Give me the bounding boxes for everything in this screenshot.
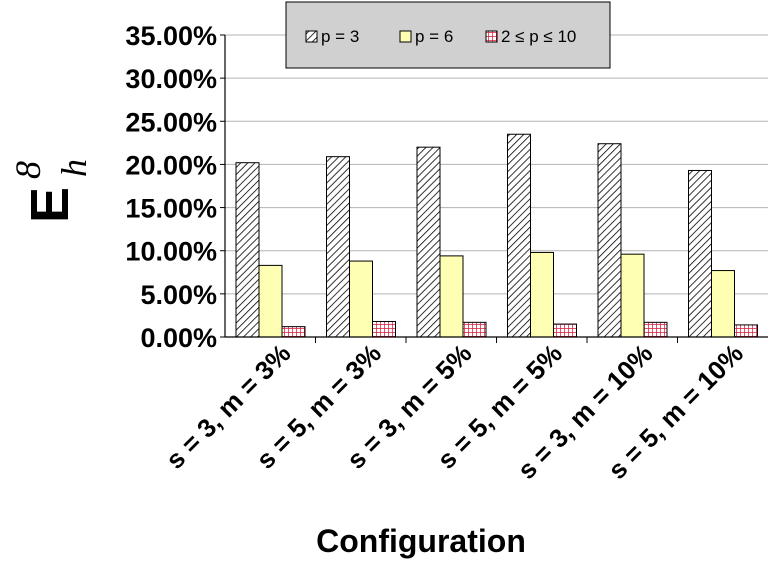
y-axis-ticks: 0.00% 5.00% 10.00% 15.00% 20.00% 25.00% 30.00%… [125,21,225,353]
axes [224,35,768,343]
bar-range [462,321,487,338]
legend-swatch-range [485,30,498,43]
bar-p6 [439,255,464,338]
bar-p3 [326,156,350,338]
legend: p = 3 p = 6 2 ≤ p ≤ 10 [285,1,611,69]
bar-p3 [235,162,260,338]
y-tick-label: 15.00% [125,194,217,224]
x-axis-label: Configuration [316,523,526,559]
bar-p3 [597,143,622,338]
y-axis-label-base: E [20,187,80,223]
y-axis-label-subscript: h [54,159,94,177]
legend-box [285,1,611,69]
y-tick-label: 5.00% [140,280,217,310]
bar-range [372,320,396,338]
legend-label-range: 2 ≤ p ≤ 10 [501,27,576,46]
y-tick-label: 0.00% [140,323,217,353]
bar-p6 [620,253,645,338]
bars [235,133,758,338]
y-tick-label: 25.00% [125,107,217,137]
bar-p3 [416,146,441,338]
bar-p6 [530,251,554,338]
legend-label-p3: p = 3 [321,27,359,46]
bar-range [643,321,668,338]
bar-range [734,324,758,338]
legend-swatch-p6 [399,30,412,43]
y-axis-label-superscript: 8 [8,161,48,179]
bar-range [553,323,577,338]
x-axis-categories: s = 3, m = 3%s = 5, m = 3%s = 3, m = 5%s… [160,338,749,485]
bar-p3 [688,169,712,338]
bar-p6 [258,264,283,338]
bar-p6 [711,270,735,338]
bar-range [281,326,306,338]
y-axis-label: E 8 h [8,157,94,223]
bar-p6 [349,260,373,338]
y-tick-label: 10.00% [125,237,217,267]
y-tick-label: 35.00% [125,21,217,51]
legend-swatch-p3 [305,30,318,43]
grid-lines [225,34,768,338]
bar-p3 [507,133,531,338]
legend-label-p6: p = 6 [415,27,453,46]
y-tick-label: 20.00% [125,150,217,180]
svg-text:E 8 h: E 8 h [8,157,94,223]
y-tick-label: 30.00% [125,64,217,94]
